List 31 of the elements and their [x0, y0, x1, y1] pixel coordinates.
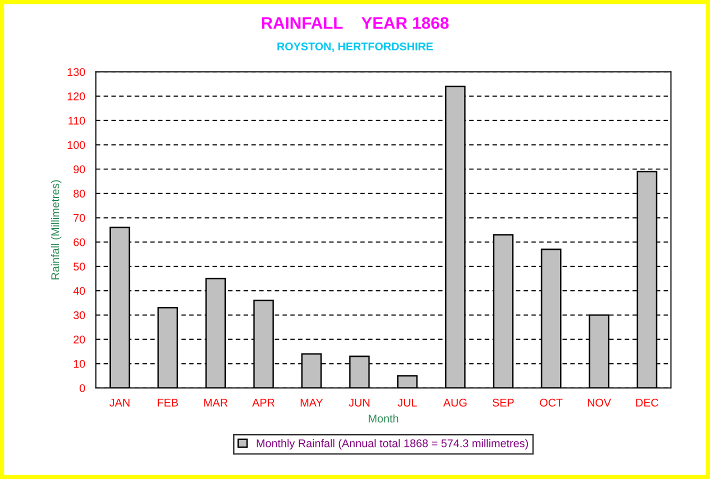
y-tick-label: 40 — [73, 286, 85, 295]
legend-label: Monthly Rainfall (Annual total 1868 = 574.3 millimetres) — [256, 439, 528, 450]
y-tick-label: 30 — [74, 311, 85, 320]
y-tick-label: 120 — [68, 92, 85, 100]
y-tick-label: 100 — [68, 141, 85, 149]
x-tick-label: JUN — [348, 398, 370, 407]
y-tick-label: 60 — [74, 238, 85, 246]
chart-subtitle: ROYSTON, HERTFORDSHIRE — [277, 42, 433, 52]
x-tick-label: SEP — [492, 398, 514, 407]
x-tick-label: JUL — [398, 398, 417, 407]
x-tick-label: NOV — [588, 398, 612, 407]
y-tick-label: 20 — [74, 336, 85, 344]
y-tick-label: 130 — [68, 68, 85, 76]
y-tick-label: 70 — [74, 214, 85, 222]
x-tick-label: MAR — [204, 398, 228, 406]
y-tick-label: 0 — [80, 384, 85, 392]
y-tick-label: 80 — [74, 190, 85, 198]
x-tick-label: OCT — [540, 398, 563, 407]
x-tick-label: FEB — [158, 398, 178, 406]
chart-title: RAINFALL YEAR 1868 — [262, 17, 449, 29]
x-tick-label: AUG — [443, 398, 466, 407]
x-tick-label: MAY — [300, 398, 323, 406]
y-tick-label: 90 — [74, 165, 85, 174]
y-axis-title: Rainfall (Millimetres) — [50, 180, 62, 280]
x-tick-label: DEC — [636, 398, 658, 407]
y-tick-label: 50 — [74, 262, 85, 271]
x-tick-label: JAN — [109, 398, 130, 407]
x-axis-title: Month — [368, 414, 398, 422]
y-tick-label: 10 — [74, 360, 85, 368]
x-tick-label: APR — [252, 398, 274, 406]
y-tick-label: 110 — [68, 116, 85, 125]
